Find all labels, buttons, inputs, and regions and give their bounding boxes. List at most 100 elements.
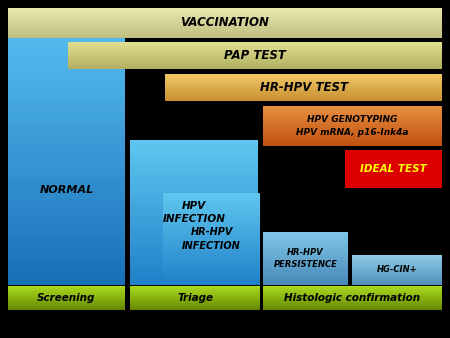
Bar: [165, 90, 442, 92]
Bar: [8, 278, 125, 285]
Bar: [263, 107, 442, 109]
Bar: [352, 260, 442, 261]
Bar: [352, 273, 442, 274]
Bar: [68, 49, 442, 50]
Bar: [263, 267, 348, 269]
Bar: [8, 293, 125, 294]
Bar: [263, 262, 348, 264]
Bar: [130, 252, 258, 256]
Bar: [8, 292, 125, 293]
Bar: [130, 266, 258, 270]
Text: NORMAL: NORMAL: [40, 185, 94, 195]
Bar: [163, 255, 260, 258]
Bar: [8, 260, 125, 266]
Bar: [68, 58, 442, 59]
Bar: [263, 289, 442, 290]
Bar: [8, 32, 442, 33]
Bar: [8, 50, 125, 56]
Bar: [8, 15, 442, 16]
Bar: [263, 254, 348, 256]
Bar: [130, 300, 260, 301]
Bar: [8, 290, 125, 291]
Bar: [163, 220, 260, 223]
Bar: [8, 68, 125, 75]
Bar: [263, 271, 348, 273]
Bar: [263, 126, 442, 128]
Bar: [263, 136, 442, 137]
Bar: [8, 22, 442, 23]
Bar: [263, 281, 348, 282]
Bar: [8, 12, 442, 13]
Bar: [8, 23, 442, 24]
Bar: [163, 277, 260, 281]
Bar: [130, 304, 260, 305]
Bar: [8, 112, 125, 118]
Bar: [165, 75, 442, 76]
Bar: [163, 271, 260, 273]
Bar: [130, 270, 258, 274]
Bar: [352, 264, 442, 266]
Bar: [130, 291, 260, 292]
Bar: [8, 302, 125, 304]
Bar: [263, 279, 348, 281]
Bar: [130, 290, 260, 291]
Bar: [8, 210, 125, 217]
Bar: [130, 286, 260, 287]
Bar: [130, 194, 258, 198]
Bar: [163, 273, 260, 276]
Bar: [8, 247, 125, 254]
Bar: [8, 31, 442, 32]
Text: HR-HPV
PERSISTENCE: HR-HPV PERSISTENCE: [274, 248, 338, 269]
Bar: [263, 305, 442, 307]
Bar: [165, 91, 442, 92]
Bar: [163, 199, 260, 202]
Bar: [352, 256, 442, 257]
Bar: [352, 267, 442, 268]
Bar: [352, 264, 442, 265]
Bar: [263, 307, 442, 308]
Bar: [130, 293, 260, 294]
Bar: [352, 272, 442, 274]
Bar: [130, 150, 258, 154]
Bar: [8, 179, 125, 186]
Bar: [263, 138, 442, 139]
Bar: [8, 303, 125, 304]
Bar: [130, 281, 258, 285]
Bar: [130, 179, 258, 184]
Bar: [130, 298, 260, 299]
Bar: [68, 46, 442, 47]
Bar: [263, 270, 348, 272]
Bar: [8, 308, 125, 309]
Bar: [263, 139, 442, 140]
Bar: [263, 120, 442, 121]
Bar: [8, 10, 442, 12]
Bar: [263, 293, 442, 294]
Bar: [8, 124, 125, 130]
Bar: [263, 276, 348, 279]
Bar: [163, 206, 260, 209]
Bar: [8, 118, 125, 124]
Bar: [263, 121, 442, 122]
Bar: [8, 14, 442, 16]
Bar: [8, 38, 125, 44]
Bar: [68, 50, 442, 51]
Bar: [263, 143, 442, 144]
Bar: [8, 9, 442, 10]
Bar: [263, 243, 348, 245]
Bar: [263, 234, 348, 236]
Bar: [352, 280, 442, 281]
Bar: [352, 262, 442, 263]
Bar: [8, 29, 442, 30]
Bar: [352, 258, 442, 259]
Bar: [163, 236, 260, 239]
Bar: [8, 17, 442, 18]
Bar: [352, 281, 442, 282]
Bar: [68, 66, 442, 67]
Bar: [8, 192, 125, 198]
Bar: [352, 284, 442, 285]
Bar: [8, 299, 125, 300]
Bar: [130, 172, 258, 176]
Bar: [263, 275, 348, 277]
Bar: [263, 290, 442, 291]
Bar: [130, 296, 260, 297]
